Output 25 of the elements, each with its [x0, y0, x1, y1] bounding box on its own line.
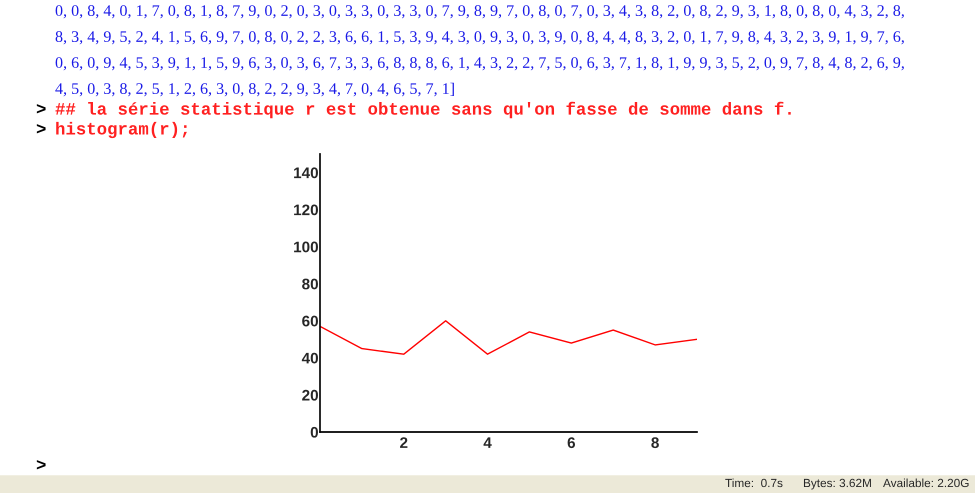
x-tick-label: 8: [651, 437, 659, 448]
y-tick-label: 40: [302, 352, 318, 364]
text: histogram(r);: [56, 122, 187, 138]
line-series: [320, 320, 697, 355]
y-tick-label: 120: [294, 204, 318, 216]
y-tick-label: 0: [310, 426, 318, 438]
text: 0, 0, 8, 4, 0, 1, 7, 0, 8, 1, 8, 7, 9, 0, 2, 0, 3, 0, 3, 3, 0, 3, 3, 0, 7, 9, 8, 9, 7, 0, 8, 0, 7, 0, 3, 4, 3, 8, 2, 0, 8, 2, 9, 3, 1, 8, 0, 8, 0, 4, 3, 2, 8,: [56, 5, 904, 18]
y-tick-label: 20: [302, 390, 318, 401]
text: 4, 5, 0, 3, 8, 2, 5, 1, 2, 6, 3, 0, 8, 2, 2, 9, 3, 4, 7, 0, 4, 6, 5, 7, 1]: [55, 82, 454, 96]
text: Bytes: 3.62M: [804, 478, 871, 490]
text: Time: 0.7s: [725, 478, 783, 488]
text: >: [36, 124, 46, 134]
text: Available: 2.20G: [883, 478, 969, 488]
y-tick-label: 100: [294, 242, 318, 252]
text: 0, 6, 0, 9, 4, 5, 3, 9, 1, 1, 5, 9, 6, 3, 0, 3, 6, 7, 3, 3, 6, 8, 8, 8, 6, 1, 4, 3, 2, 2, 7, 5, 0, 6, 3, 7, 1, 8, 1, 9, 9, 3, 5, 2, 0, 9, 7, 8, 4, 8, 2, 6, 9,: [56, 57, 904, 70]
y-tick-label: 80: [302, 278, 318, 290]
x-tick-label: 2: [400, 437, 408, 448]
y-tick-label: 140: [294, 167, 318, 178]
text: 8, 3, 4, 9, 5, 2, 4, 1, 5, 6, 9, 7, 0, 8, 0, 2, 2, 3, 6, 6, 1, 5, 3, 9, 4, 3, 0, 9, 3, 0, 3, 9, 0, 8, 4, 4, 8, 3, 2, 0, 1, 7, 9, 8, 4, 3, 2, 3, 9, 1, 9, 7, 6,: [56, 31, 904, 44]
y-tick-label: 60: [302, 316, 318, 326]
x-tick-label: 6: [568, 437, 576, 448]
text: >: [36, 104, 46, 114]
x-tick-label: 4: [484, 437, 492, 448]
text: >: [36, 460, 46, 470]
text: ## la série statistique r est obtenue sans qu'on fasse de somme dans f.: [56, 102, 791, 118]
